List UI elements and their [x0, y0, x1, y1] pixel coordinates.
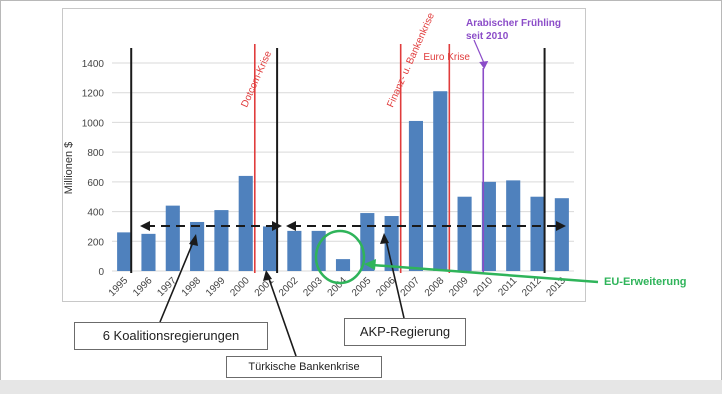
eu-erweiterung-label: EU-Erweiterung: [604, 276, 687, 288]
x-tick-label: 2002: [277, 275, 301, 299]
x-tick-label: 2011: [496, 275, 519, 298]
y-axis-label: Millionen $: [63, 142, 75, 195]
arab-spring-pointer-head: [479, 61, 489, 69]
bar-2001: [263, 226, 278, 271]
x-tick-label: 2008: [423, 275, 447, 299]
koalition-arrowhead-right: [272, 221, 282, 231]
x-tick-label: 2007: [399, 275, 423, 299]
y-tick-label: 1400: [82, 59, 105, 70]
period-dividers: [130, 48, 546, 273]
bar-2002: [287, 230, 302, 271]
y-tick-label: 1200: [82, 89, 105, 100]
x-axis-ticks: 1995 1996 1997 1998 1999 2000 2001 2002 2003 2004…: [107, 275, 569, 299]
koalitionsregierungen-text: 6 Koalitionsregierungen: [102, 328, 240, 343]
x-tick-label: 2003: [301, 275, 325, 299]
bar-1995: [117, 232, 132, 271]
bar-2012: [530, 196, 545, 271]
tuerkische-bankenkrise-text: Türkische Bankenkrise: [248, 361, 360, 373]
event-label-euro-krise: Euro Krise: [423, 52, 470, 63]
bar-1998: [190, 221, 205, 271]
x-tick-label: 1996: [131, 275, 155, 299]
y-tick-label: 800: [87, 148, 104, 159]
x-tick-label: 2010: [472, 275, 496, 299]
eu-erweiterung-pointer-line: [371, 263, 599, 284]
bar-1999: [214, 210, 229, 271]
akp-regierung-text: AKP-Regierung: [359, 324, 451, 339]
bar-2000: [238, 175, 253, 271]
akp-leader: [385, 239, 405, 319]
x-tick-label: 2000: [228, 275, 252, 299]
event-label-arab-spring: Arabischer Frühling: [466, 18, 561, 29]
event-label-arab-spring: seit 2010: [466, 31, 509, 42]
eu-erweiterung-pointer-head: [364, 259, 376, 270]
bar-2013: [554, 198, 569, 271]
akp-arrowhead-right: [556, 221, 566, 231]
bars: [117, 91, 569, 271]
y-tick-label: 200: [87, 237, 104, 248]
period-arrows: [140, 221, 566, 231]
callout-leaders: [159, 233, 405, 357]
akp-leader-head: [380, 233, 389, 244]
bar-1996: [141, 233, 156, 271]
bar-2008: [433, 91, 448, 271]
bankenkrise-leader-head: [263, 270, 272, 281]
bar-2007: [408, 120, 423, 271]
bar-1997: [165, 205, 180, 271]
y-tick-label: 0: [98, 267, 104, 278]
x-tick-label: 2004: [326, 275, 350, 299]
y-axis-ticks: 0 200 400 600 800 1000 1200 1400: [82, 59, 105, 278]
gridlines: [112, 62, 574, 272]
bar-2011: [506, 180, 521, 271]
slide-bottom-band: [0, 380, 722, 394]
akp-regierung-callout: AKP-Regierung: [344, 318, 466, 346]
eu-erweiterung-highlight-ellipse: [314, 229, 366, 285]
x-tick-label: 1998: [180, 275, 204, 299]
koalition-leader-head: [189, 234, 198, 246]
koalitionsregierungen-callout: 6 Koalitionsregierungen: [74, 322, 268, 350]
bar-2006: [384, 216, 399, 271]
x-tick-label: 2009: [447, 275, 471, 299]
bar-2004: [335, 259, 351, 271]
x-tick-label: 1995: [107, 275, 131, 299]
event-label-2000: Dotcom-Krise: [239, 49, 274, 109]
x-tick-label: 1999: [204, 275, 228, 299]
tuerkische-bankenkrise-callout: Türkische Bankenkrise: [226, 356, 382, 378]
koalition-arrowhead-left: [140, 221, 150, 231]
y-tick-label: 1000: [82, 118, 105, 129]
koalition-leader: [159, 239, 195, 323]
bar-2009: [457, 196, 472, 271]
x-tick-label: 1997: [155, 275, 179, 299]
y-tick-label: 600: [87, 178, 104, 189]
akp-arrowhead-left: [286, 221, 296, 231]
y-tick-label: 400: [87, 208, 104, 219]
bankenkrise-leader: [267, 275, 297, 357]
